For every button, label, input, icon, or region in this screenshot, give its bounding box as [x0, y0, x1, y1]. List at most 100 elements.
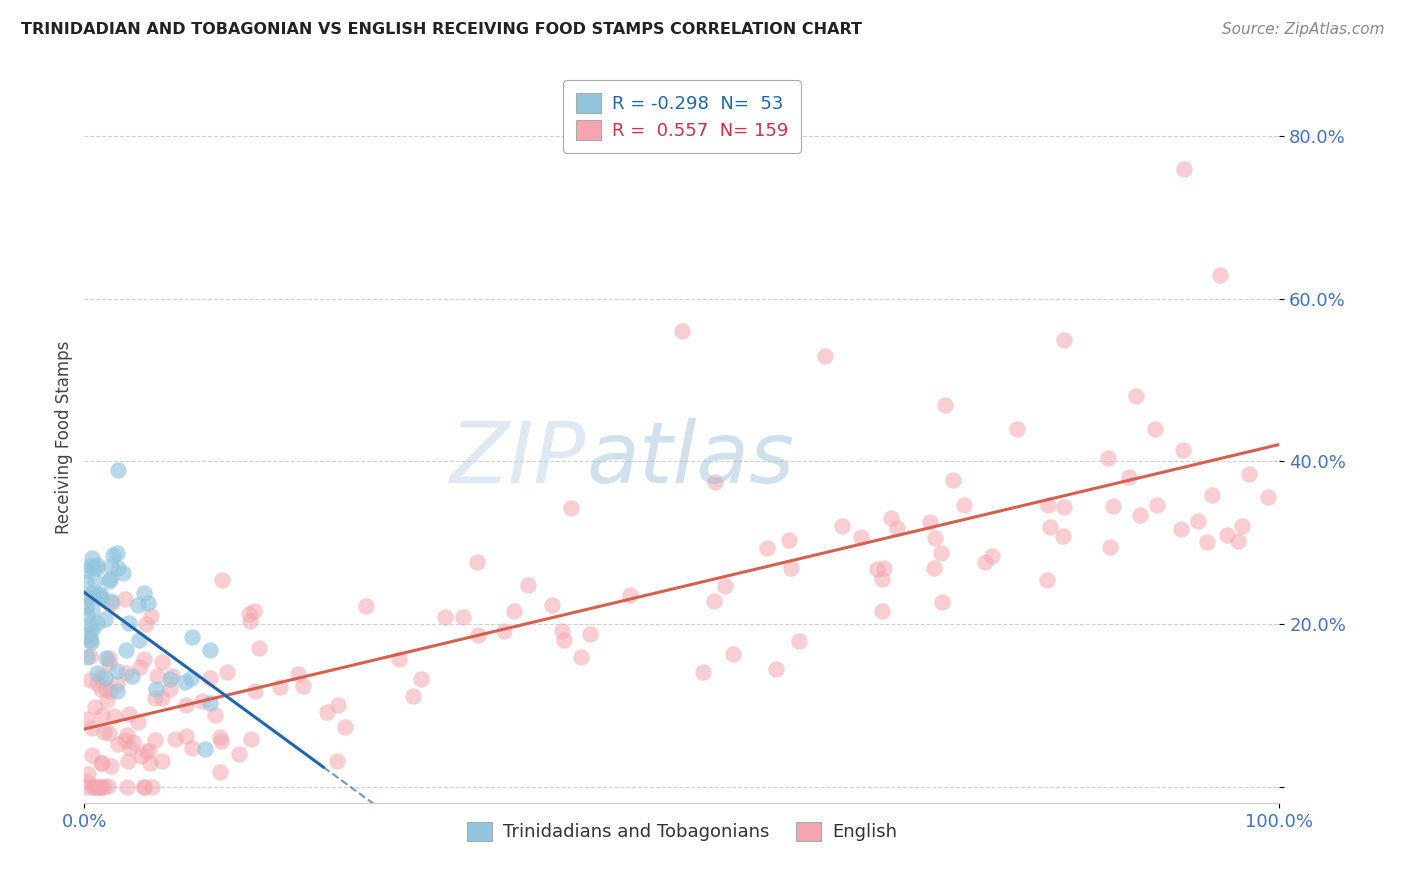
Y-axis label: Receiving Food Stamps: Receiving Food Stamps [55, 341, 73, 533]
Text: TRINIDADIAN AND TOBAGONIAN VS ENGLISH RECEIVING FOOD STAMPS CORRELATION CHART: TRINIDADIAN AND TOBAGONIAN VS ENGLISH RE… [21, 22, 862, 37]
Point [115, 728, 138, 742]
Point [82, 561, 104, 575]
Point [143, 733, 166, 747]
Point [94, 671, 117, 685]
Point [1230, 518, 1253, 533]
Point [550, 624, 572, 639]
Point [831, 519, 853, 533]
Point [100, 596, 122, 610]
Point [79, 617, 101, 632]
Point [1097, 451, 1119, 466]
Point [1195, 534, 1218, 549]
Point [1125, 389, 1147, 403]
Point [1173, 161, 1195, 176]
Point [143, 690, 166, 705]
Point [870, 573, 893, 587]
Point [924, 561, 946, 575]
Point [105, 683, 128, 698]
Point [354, 599, 377, 614]
Point [217, 665, 239, 679]
Point [721, 648, 744, 662]
Point [134, 651, 156, 665]
Point [96, 651, 118, 665]
Point [870, 604, 893, 618]
Point [866, 562, 889, 576]
Point [1187, 514, 1209, 528]
Point [209, 731, 232, 745]
Point [80, 586, 103, 600]
Point [150, 690, 173, 705]
Point [159, 672, 181, 686]
Point [516, 577, 538, 591]
Point [1053, 333, 1076, 347]
Point [873, 560, 896, 574]
Point [76, 712, 98, 726]
Point [243, 604, 266, 618]
Point [117, 755, 139, 769]
Point [467, 555, 489, 569]
Point [553, 633, 575, 648]
Point [228, 747, 250, 761]
Point [120, 740, 142, 755]
Point [97, 779, 120, 793]
Point [1118, 470, 1140, 484]
Point [1209, 268, 1232, 282]
Point [105, 677, 128, 691]
Point [238, 607, 260, 621]
Point [814, 349, 837, 363]
Point [150, 655, 173, 669]
Point [974, 555, 997, 569]
Point [692, 665, 714, 680]
Point [411, 672, 433, 686]
Point [76, 775, 98, 789]
Point [204, 707, 226, 722]
Point [269, 680, 291, 694]
Text: Source: ZipAtlas.com: Source: ZipAtlas.com [1222, 22, 1385, 37]
Point [86, 676, 108, 690]
Point [79, 673, 101, 688]
Point [145, 681, 167, 696]
Point [77, 591, 100, 605]
Point [1053, 500, 1076, 514]
Point [121, 735, 143, 749]
Point [79, 632, 101, 647]
Point [115, 780, 138, 794]
Point [502, 604, 524, 618]
Point [247, 640, 270, 655]
Point [929, 546, 952, 560]
Point [80, 634, 103, 648]
Point [134, 780, 156, 794]
Point [924, 531, 946, 545]
Point [83, 780, 105, 794]
Point [80, 603, 103, 617]
Point [76, 767, 98, 781]
Point [467, 628, 489, 642]
Point [194, 742, 217, 756]
Point [134, 780, 156, 794]
Point [209, 734, 232, 748]
Point [1099, 540, 1122, 554]
Point [114, 592, 136, 607]
Point [127, 599, 149, 613]
Point [107, 463, 129, 477]
Point [107, 561, 129, 575]
Point [100, 594, 122, 608]
Point [239, 615, 262, 629]
Point [76, 608, 98, 623]
Point [79, 632, 101, 646]
Point [180, 671, 202, 685]
Point [980, 549, 1002, 563]
Point [90, 756, 112, 771]
Point [90, 681, 112, 696]
Point [174, 675, 197, 690]
Point [101, 549, 124, 563]
Point [1143, 422, 1166, 436]
Point [174, 698, 197, 712]
Point [1101, 499, 1123, 513]
Point [82, 551, 104, 566]
Point [245, 684, 267, 698]
Point [150, 754, 173, 768]
Point [80, 747, 103, 762]
Point [181, 630, 204, 644]
Point [84, 780, 107, 794]
